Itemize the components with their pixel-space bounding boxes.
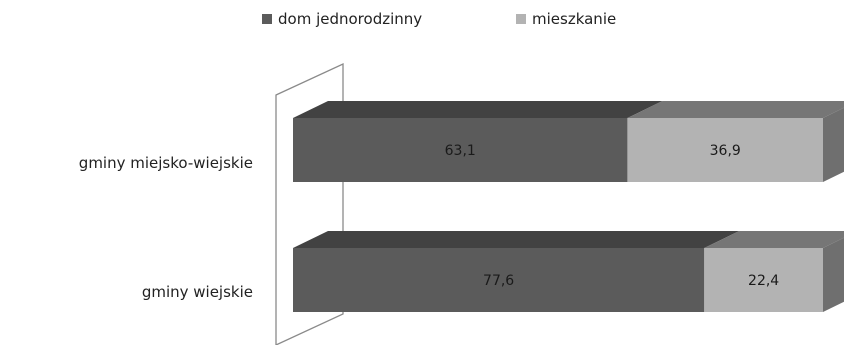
bar-top-gminy-miejsko-wiejskie-dom-jednorodzinny [293, 101, 663, 118]
category-labels: gminy miejsko-wiejskie gminy wiejskie [79, 154, 253, 301]
category-label-gminy-miejsko-wiejskie: gminy miejsko-wiejskie [79, 154, 253, 172]
bar-side-gminy-miejsko-wiejskie [823, 107, 844, 182]
category-axis-wall [275, 62, 344, 345]
value-label-gminy-wiejskie-mieszkanie: 22,4 [748, 273, 779, 289]
bar-top-gminy-wiejskie-mieszkanie [704, 231, 844, 248]
bar-gminy-wiejskie-dom-jednorodzinny [293, 248, 705, 312]
legend-label-dom-jednorodzinny: dom jednorodzinny [278, 10, 422, 28]
bar-side-gminy-wiejskie [823, 237, 844, 312]
value-labels: 63,1 36,9 77,6 22,4 [445, 143, 780, 289]
value-label-gminy-miejsko-wiejskie-dom-jednorodzinny: 63,1 [445, 143, 476, 159]
value-label-gminy-miejsko-wiejskie-mieszkanie: 36,9 [710, 143, 741, 159]
legend-label-mieszkanie: mieszkanie [532, 10, 616, 28]
category-label-gminy-wiejskie: gminy wiejskie [142, 283, 253, 301]
bar-top-gminy-miejsko-wiejskie-mieszkanie [627, 101, 844, 118]
legend-swatch-dom-jednorodzinny [262, 14, 272, 24]
bar-gminy-miejsko-wiejskie-dom-jednorodzinny [293, 118, 628, 182]
bar-top-gminy-wiejskie-dom-jednorodzinny [293, 231, 740, 248]
legend-swatch-mieszkanie [516, 14, 526, 24]
bars [293, 101, 844, 312]
bar-gminy-miejsko-wiejskie-mieszkanie [627, 118, 823, 182]
legend: dom jednorodzinny mieszkanie [262, 10, 616, 28]
value-label-gminy-wiejskie-dom-jednorodzinny: 77,6 [483, 273, 514, 289]
bar-gminy-wiejskie-mieszkanie [704, 248, 823, 312]
